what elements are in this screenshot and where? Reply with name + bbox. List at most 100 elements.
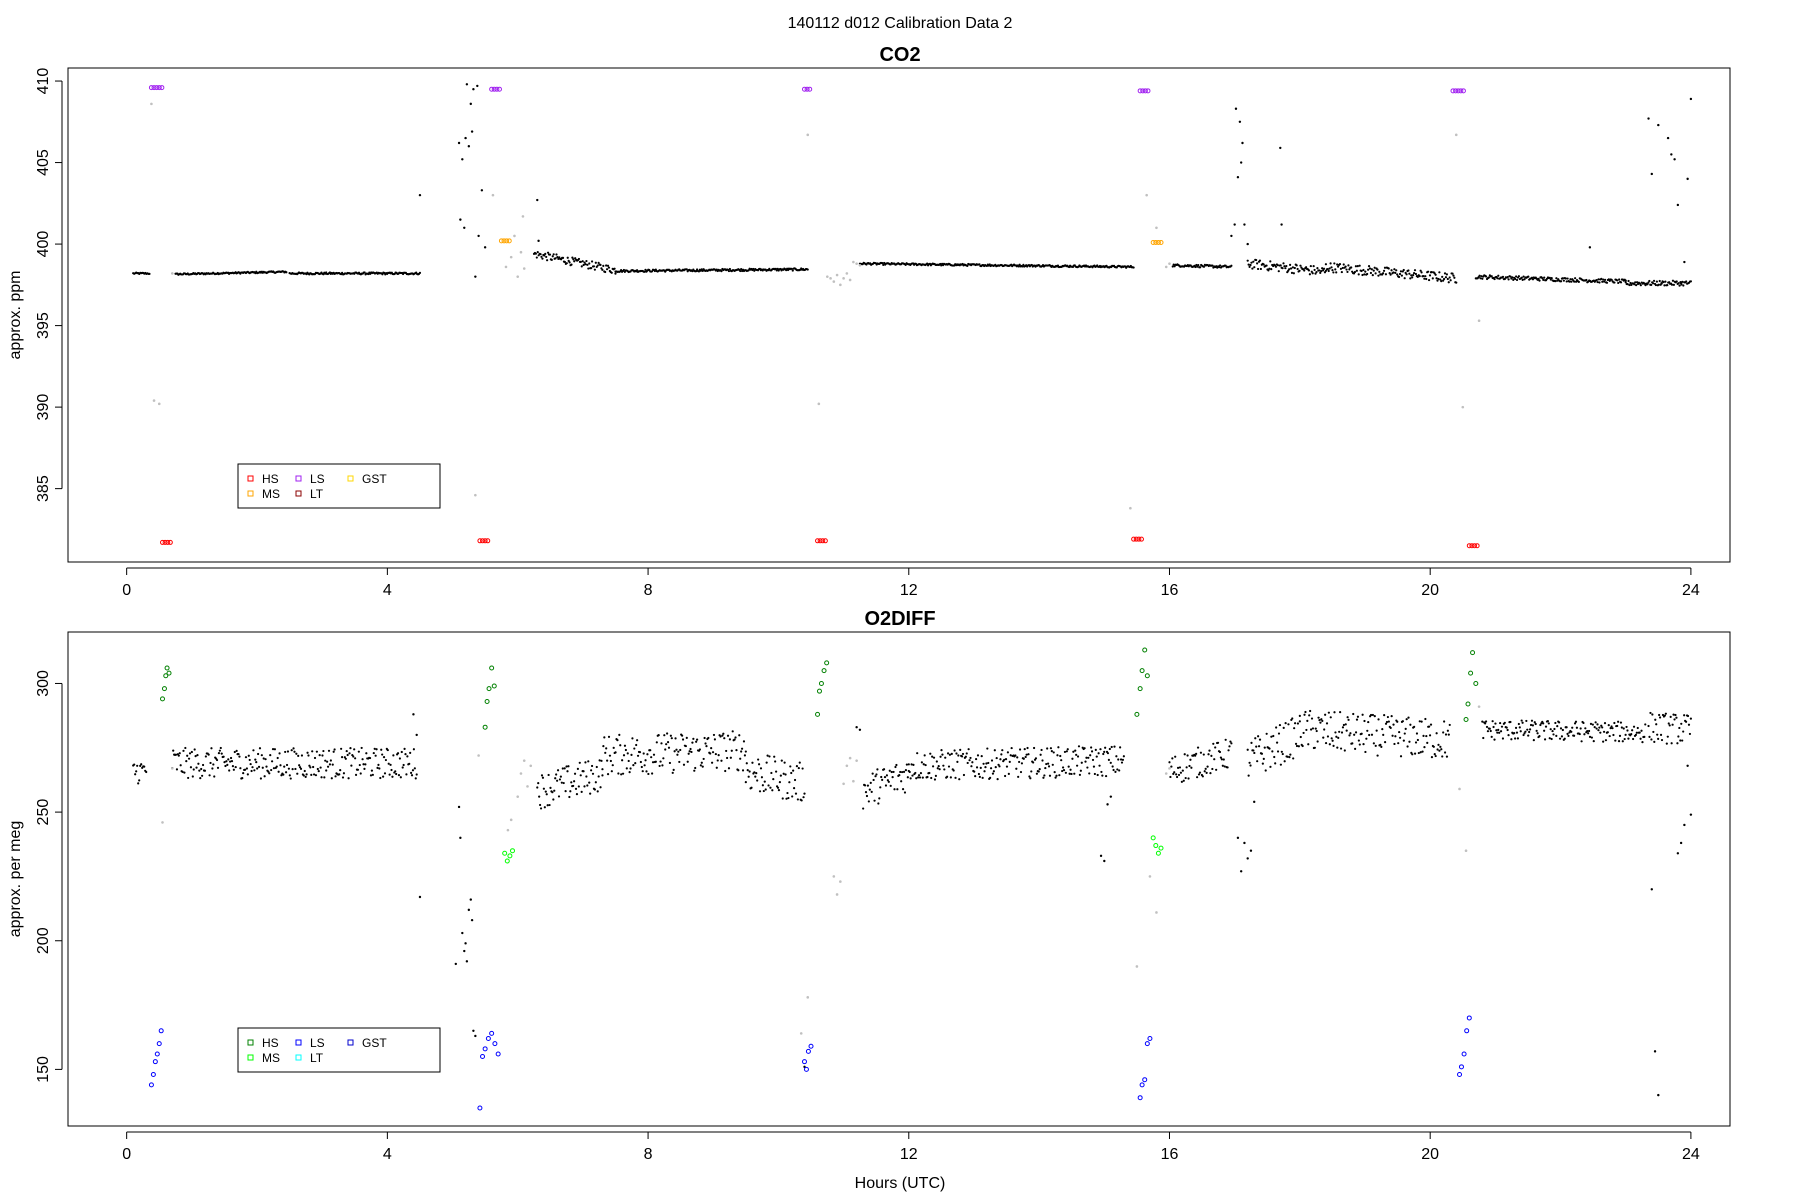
co2-baseline-point <box>1664 280 1667 283</box>
o2diff-baseline-point <box>791 795 794 798</box>
o2diff-baseline-point <box>543 806 546 809</box>
o2diff-baseline-point <box>404 753 407 756</box>
o2diff-baseline-point <box>590 764 594 768</box>
co2-panel: CO2 approx. ppm 0 4 8 12 16 20 243853903954004… <box>7 44 1731 599</box>
co2-baseline-point <box>1424 275 1427 278</box>
o2diff-data-point <box>1657 1093 1660 1097</box>
o2diff-baseline-point <box>540 774 544 777</box>
o2diff-baseline-point <box>1376 754 1379 757</box>
o2diff-baseline-point <box>1178 766 1182 769</box>
o2diff-baseline-point <box>1032 746 1036 750</box>
o2diff-baseline-point <box>629 767 632 770</box>
o2diff-baseline-point <box>926 775 929 779</box>
o2diff-baseline-point <box>1347 718 1350 721</box>
co2-data-point <box>1234 107 1238 110</box>
co2-baseline-point <box>579 260 582 263</box>
o2diff-baseline-point <box>611 764 614 767</box>
co2-baseline-point <box>599 263 602 267</box>
co2-baseline-point <box>1338 262 1342 266</box>
co2-transition-point <box>513 234 516 238</box>
co2-baseline-point <box>1202 265 1206 268</box>
o2diff-baseline-point <box>726 734 730 737</box>
o2diff-baseline-point <box>538 795 541 798</box>
o2diff-baseline-point <box>652 753 656 756</box>
co2-baseline-point <box>1678 284 1681 287</box>
o2diff-baseline-point <box>189 766 193 769</box>
o2diff-legend-label-ls: LS <box>310 1036 325 1050</box>
o2diff-baseline-point <box>178 752 181 755</box>
o2diff-baseline-point <box>374 754 377 757</box>
o2diff-baseline-point <box>411 769 415 772</box>
o2diff-baseline-point <box>353 748 356 751</box>
co2-baseline-point <box>1577 280 1580 283</box>
o2diff-baseline-point <box>1661 713 1665 717</box>
o2diff-baseline-point <box>1046 747 1049 750</box>
o2diff-baseline-point <box>317 769 320 773</box>
co2-baseline-point <box>584 263 587 266</box>
co2-cal-point-hs <box>1133 536 1139 542</box>
co2-baseline-point <box>594 261 597 264</box>
o2diff-baseline-point <box>1491 720 1494 723</box>
o2diff-baseline-point <box>1374 744 1377 747</box>
o2diff-baseline-point <box>1091 758 1095 762</box>
o2diff-panel: O2DIFF approx. per meg 0 4 8 12 16 20 24150200… <box>7 608 1731 1163</box>
o2diff-baseline-point <box>244 756 248 759</box>
co2-transition-point <box>1155 226 1158 230</box>
o2diff-baseline-point <box>694 766 697 770</box>
o2diff-baseline-point <box>572 784 575 788</box>
o2diff-baseline-point <box>568 795 571 799</box>
o2diff-baseline-point <box>400 750 403 754</box>
o2diff-cal-point-hs <box>486 686 492 692</box>
co2-baseline-point <box>1331 269 1334 272</box>
o2diff-baseline-point <box>882 768 886 771</box>
o2diff-baseline-point <box>601 774 604 777</box>
co2-baseline-point <box>1326 268 1329 271</box>
o2diff-baseline-point <box>195 766 198 769</box>
co2-baseline-point <box>1376 268 1379 271</box>
co2-baseline-point <box>1561 277 1565 280</box>
o2diff-baseline-point <box>784 773 787 776</box>
co2-legend-marker-gst <box>347 475 354 482</box>
co2-baseline-point <box>1568 280 1571 283</box>
o2diff-transition-point <box>1168 767 1171 770</box>
o2diff-baseline-point <box>1497 728 1500 731</box>
co2-baseline-point <box>1309 264 1312 268</box>
co2-baseline-point <box>1395 269 1398 272</box>
o2diff-baseline-point <box>1103 750 1106 753</box>
o2diff-baseline-point <box>1674 713 1677 717</box>
co2-baseline-point <box>1441 275 1444 278</box>
co2-baseline-point <box>1503 277 1506 281</box>
o2diff-baseline-point <box>748 770 751 773</box>
o2diff-baseline-point <box>641 770 644 773</box>
o2diff-baseline-point <box>386 748 389 752</box>
co2-baseline-point <box>1405 273 1408 276</box>
co2-baseline-point <box>1440 279 1443 283</box>
o2diff-baseline-point <box>1039 753 1042 756</box>
o2diff-baseline-point <box>298 764 301 767</box>
co2-baseline-point <box>1399 270 1403 273</box>
o2diff-baseline-point <box>1088 772 1091 775</box>
o2diff-baseline-point <box>344 757 347 760</box>
co2-baseline-point <box>590 260 594 263</box>
o2diff-baseline-point <box>1184 776 1187 780</box>
co2-baseline-point <box>590 267 593 270</box>
o2diff-baseline-point <box>800 799 803 802</box>
o2diff-baseline-point <box>1342 723 1345 727</box>
o2diff-baseline-point <box>1181 769 1184 772</box>
co2-transition-point <box>519 250 523 254</box>
o2diff-baseline-point <box>930 776 933 780</box>
o2diff-baseline-point <box>779 774 782 777</box>
o2diff-baseline-point <box>1250 741 1253 744</box>
o2diff-baseline-point <box>1578 732 1581 736</box>
co2-baseline-point <box>753 269 756 272</box>
co2-data-point <box>459 218 462 221</box>
o2diff-baseline-point <box>1276 750 1280 753</box>
o2diff-baseline-point <box>1425 734 1428 738</box>
o2diff-baseline-point <box>792 787 796 790</box>
o2diff-baseline-point <box>338 773 341 776</box>
o2diff-baseline-point <box>364 763 367 766</box>
o2diff-baseline-point <box>254 758 257 761</box>
co2-baseline-point <box>1367 265 1371 268</box>
o2diff-y-tick-label: 250 <box>35 799 52 826</box>
co2-transition-point <box>848 278 852 282</box>
